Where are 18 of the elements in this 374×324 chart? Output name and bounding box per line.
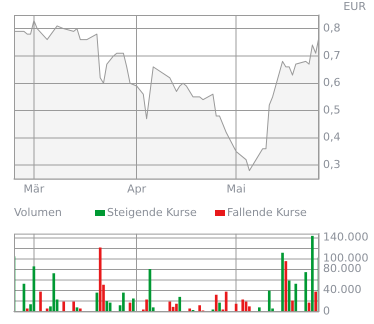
- x-tick-label: Mär: [24, 182, 45, 196]
- y-tick-label: 100.000: [323, 252, 368, 265]
- y-tick-label: 80.000: [323, 262, 362, 276]
- y-tick-label: 40.000: [323, 283, 362, 296]
- y-tick-label: 0,3: [323, 158, 340, 172]
- y-tick-label: 0,8: [323, 22, 340, 35]
- y-tick-label: 0,4: [323, 130, 340, 144]
- chart-title: Volumen: [14, 206, 62, 219]
- x-tick-label: Apr: [127, 182, 147, 196]
- y-axis-title: EUR: [343, 0, 366, 13]
- y-tick-label: 0: [323, 304, 330, 318]
- legend-label: Fallende Kurse: [226, 206, 307, 219]
- y-tick-label: 0,7: [323, 48, 340, 62]
- y-tick-label: 0,6: [323, 76, 340, 90]
- legend-label: Steigende Kurse: [106, 206, 197, 219]
- y-tick-label: 0,5: [323, 103, 340, 116]
- y-tick-label: 140.000: [323, 230, 368, 244]
- x-tick-label: Mai: [226, 182, 246, 196]
